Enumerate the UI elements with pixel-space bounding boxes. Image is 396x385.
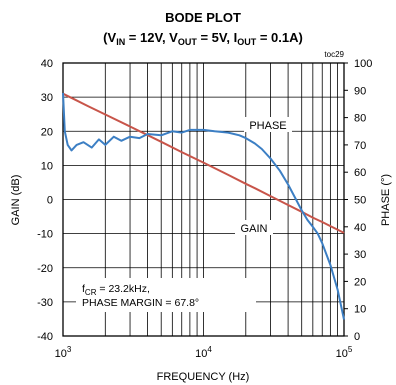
phase-series-label: PHASE (249, 120, 286, 132)
y-right-tick-label: 60 (354, 167, 366, 179)
y-left-tick-label: 40 (41, 58, 53, 70)
y-left-tick-label: -30 (37, 297, 53, 309)
y-right-tick-label: 20 (354, 276, 366, 288)
y-left-tick-label: -40 (37, 331, 53, 343)
y-right-tick-label: 0 (354, 331, 360, 343)
y-right-tick-label: 30 (354, 249, 366, 261)
y-axis-right-label: PHASE (°) (380, 174, 392, 226)
y-left-tick-label: 20 (41, 126, 53, 138)
y-left-tick-label: 30 (41, 92, 53, 104)
figure-tag: toc29 (324, 50, 344, 59)
y-right-tick-label: 100 (354, 58, 372, 70)
gain-line (62, 92, 345, 234)
x-axis-label: FREQUENCY (Hz) (157, 371, 250, 383)
y-left-tick-label: -20 (37, 263, 53, 275)
plot-grid (63, 63, 344, 336)
gain-series-label: GAIN (241, 223, 268, 235)
crossover-frequency-note: fCR = 23.2kHz, (82, 283, 150, 297)
phase-label-bg (244, 117, 292, 132)
phase-line (62, 92, 345, 320)
gain-label-bg (235, 220, 273, 235)
y-left-tick-label: 10 (41, 160, 53, 172)
y-right-tick-label: 70 (354, 140, 366, 152)
y-right-tick-label: 10 (354, 304, 366, 316)
y-right-tick-label: 80 (354, 113, 366, 125)
x-tick-label: 104 (195, 345, 212, 360)
y-right-tick-label: 50 (354, 195, 366, 207)
phase-margin-note: PHASE MARGIN = 67.8° (82, 297, 199, 309)
y-left-tick-label: 0 (47, 195, 53, 207)
y-right-tick-label: 40 (354, 222, 366, 234)
x-tick-label: 105 (336, 345, 353, 360)
y-axis-left-label: GAIN (dB) (10, 175, 22, 226)
y-left-tick-label: -10 (37, 229, 53, 241)
chart-title: BODE PLOT (165, 10, 241, 25)
x-tick-label: 103 (55, 345, 72, 360)
chart-subtitle: (VIN = 12V, VOUT = 5V, IOUT = 0.1A) (103, 30, 303, 47)
axis-ticks: 403020100-10-20-30-401009080706050403020… (37, 58, 372, 360)
annotation-bg (76, 278, 256, 312)
data-series (62, 92, 345, 320)
y-right-tick-label: 90 (354, 85, 366, 97)
